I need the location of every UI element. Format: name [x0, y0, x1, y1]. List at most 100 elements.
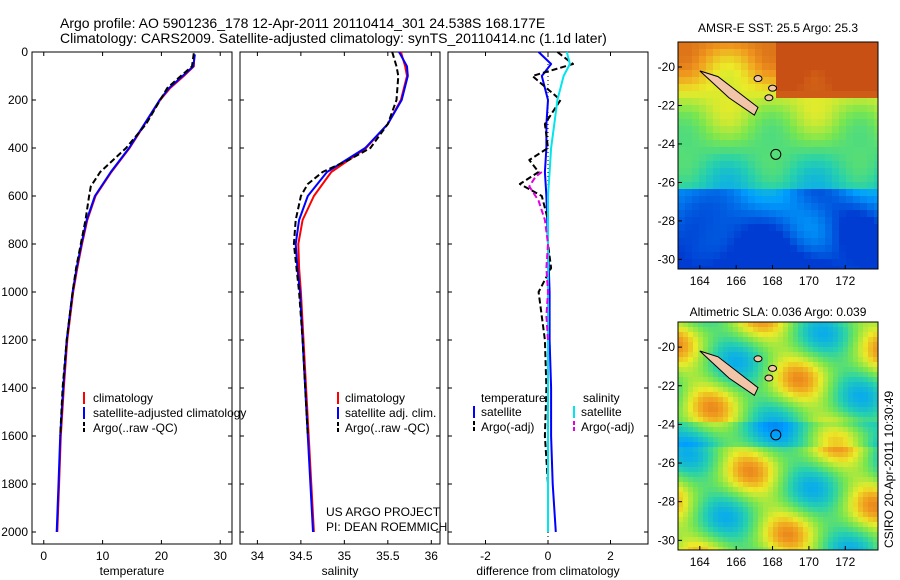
map-cell [818, 487, 824, 493]
map-cell [797, 98, 805, 106]
map-cell [776, 217, 784, 225]
map-cell [698, 467, 704, 473]
map-cell [683, 452, 689, 458]
map-cell [692, 182, 700, 190]
map-cell [693, 537, 699, 543]
map-cell [783, 347, 789, 353]
map-cell [813, 412, 819, 418]
map-cell [678, 447, 684, 453]
map-cell [743, 372, 749, 378]
map-cell [838, 377, 844, 383]
map-cell [823, 487, 829, 493]
map-cell [828, 482, 834, 488]
map-cell [818, 119, 826, 127]
map-cell [793, 447, 799, 453]
map-cell [793, 472, 799, 478]
map-cell [804, 140, 812, 148]
map-cell [783, 452, 789, 458]
map-cell [683, 347, 689, 353]
map-cell [703, 497, 709, 503]
map-cell [678, 175, 686, 183]
map-cell [818, 259, 826, 267]
map-cell [863, 527, 869, 533]
map-cell [813, 342, 819, 348]
map-cell [788, 497, 794, 503]
map-cell [825, 98, 833, 106]
map-cell [839, 154, 847, 162]
map-cell [833, 427, 839, 433]
map-cell [803, 422, 809, 428]
map-cell [833, 492, 839, 498]
map-cell [838, 492, 844, 498]
map-cell [783, 84, 791, 92]
map-cell [688, 437, 694, 443]
map-cell [688, 467, 694, 473]
map-cell [768, 352, 774, 358]
map-cell [853, 49, 861, 57]
map-cell [804, 168, 812, 176]
map-cell [783, 322, 789, 328]
map-cell [853, 532, 859, 538]
map-cell [763, 397, 769, 403]
map-cell [678, 210, 686, 218]
map-cell [853, 377, 859, 383]
map-cell [713, 203, 721, 211]
map-cell [753, 397, 759, 403]
map-cell [873, 447, 878, 453]
map-cell [874, 252, 878, 260]
map-cell [811, 91, 819, 99]
map-cell [843, 532, 849, 538]
map-cell [813, 352, 819, 358]
map-cell [867, 224, 875, 232]
map-cell [727, 168, 735, 176]
map-cell [678, 332, 684, 338]
x-tick-label: 34.5 [289, 549, 313, 563]
map-cell [769, 49, 777, 57]
map-cell [713, 126, 721, 134]
map-cell [808, 492, 814, 498]
map-cell [863, 427, 869, 433]
map-cell [823, 447, 829, 453]
map-cell [838, 382, 844, 388]
map-cell [688, 357, 694, 363]
map-cell [804, 231, 812, 239]
map-cell [738, 407, 744, 413]
map-cell [818, 512, 824, 518]
map-cell [758, 362, 764, 368]
map-cell [808, 412, 814, 418]
map-cell [860, 266, 868, 269]
map-cell [863, 537, 869, 543]
map-cell [692, 126, 700, 134]
map-cell [723, 502, 729, 508]
map-cell [803, 477, 809, 483]
map-cell [755, 140, 763, 148]
map-cell [860, 238, 868, 246]
map-cell [728, 392, 734, 398]
map-cell [798, 452, 804, 458]
map-y-tick-label: -28 [658, 214, 676, 228]
map-cell [838, 527, 844, 533]
map-cell [828, 402, 834, 408]
map-cell [808, 432, 814, 438]
map-cell [808, 542, 814, 548]
map-cell [790, 84, 798, 92]
map-cell [798, 347, 804, 353]
map-cell [758, 502, 764, 508]
map-cell [693, 322, 699, 328]
map-cell [848, 542, 854, 548]
map-cell [858, 487, 864, 493]
map-cell [818, 497, 824, 503]
map-cell [793, 402, 799, 408]
map-cell [843, 502, 849, 508]
map-cell [727, 105, 735, 113]
map-cell [688, 352, 694, 358]
map-cell [846, 224, 854, 232]
map-cell [718, 322, 724, 328]
map-cell [783, 77, 791, 85]
map-cell [778, 532, 784, 538]
map-cell [776, 161, 784, 169]
map-cell [803, 362, 809, 368]
map-cell [860, 126, 868, 134]
map-cell [860, 119, 868, 127]
map-cell [823, 387, 829, 393]
